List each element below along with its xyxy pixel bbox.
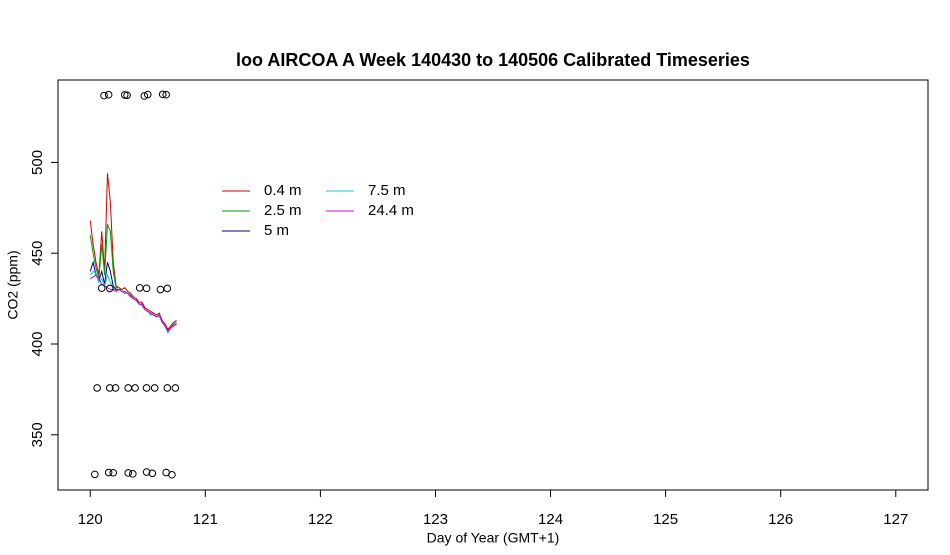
x-tick-label: 125 <box>653 511 678 528</box>
y-tick-label: 500 <box>29 150 46 175</box>
calibration-point <box>168 470 176 479</box>
x-tick-label: 127 <box>883 511 908 528</box>
calibration-point <box>163 384 172 392</box>
legend-label: 7.5 m <box>368 182 406 199</box>
chart-title: loo AIRCOA A Week 140430 to 140506 Calib… <box>236 50 750 70</box>
calibration-point <box>156 285 165 294</box>
x-tick-label: 123 <box>423 511 448 528</box>
y-tick-label: 400 <box>29 331 46 356</box>
legend-label: 24.4 m <box>368 202 414 219</box>
calibration-point <box>135 284 144 292</box>
calibration-point <box>104 468 113 477</box>
calibration-point <box>123 91 131 100</box>
calibration-point <box>109 468 118 477</box>
calibration-point <box>124 384 132 392</box>
calibration-point <box>131 384 139 392</box>
legend-label: 5 m <box>264 222 289 239</box>
calibration-point <box>142 384 151 392</box>
legend-label: 0.4 m <box>264 182 302 199</box>
calibration-point <box>148 469 157 478</box>
legend-label: 2.5 m <box>264 202 302 219</box>
calibration-point <box>124 469 132 477</box>
y-tick-label: 450 <box>29 241 46 266</box>
calibration-point <box>171 384 180 392</box>
plot-frame <box>57 79 929 491</box>
calibration-point <box>111 384 120 392</box>
calibration-point <box>162 90 170 99</box>
calibration-point <box>93 384 101 392</box>
x-tick-label: 122 <box>308 511 333 528</box>
calibration-point <box>142 468 151 476</box>
calibration-point <box>158 90 167 99</box>
calibration-point <box>105 284 114 293</box>
calibration-point <box>104 90 113 99</box>
calibration-point <box>105 384 114 392</box>
calibration-point <box>91 470 99 479</box>
calibration-point <box>163 284 172 293</box>
y-axis-label: CO2 (ppm) <box>5 250 21 319</box>
calibration-point <box>142 284 151 293</box>
x-tick-label: 124 <box>538 511 563 528</box>
series-line <box>89 173 177 331</box>
x-tick-label: 120 <box>78 511 103 528</box>
calibration-point <box>143 90 152 99</box>
calibration-point <box>100 91 108 100</box>
y-tick-label: 350 <box>29 422 46 447</box>
x-tick-label: 121 <box>193 511 218 528</box>
calibration-point <box>97 284 106 292</box>
calibration-point <box>129 470 137 478</box>
x-axis-label: Day of Year (GMT+1) <box>427 530 560 546</box>
x-tick-label: 126 <box>768 511 793 528</box>
calibration-point <box>150 384 159 392</box>
calibration-point <box>140 92 149 100</box>
